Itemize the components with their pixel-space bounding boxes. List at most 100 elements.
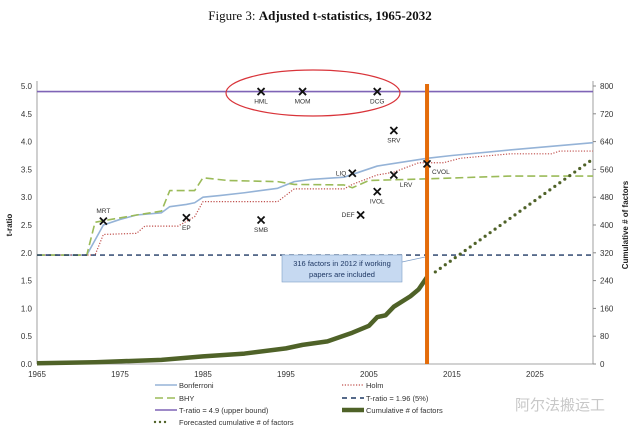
x-tick-label: 2005 bbox=[360, 370, 378, 379]
factor-label: MRT bbox=[96, 208, 110, 215]
factor-marker bbox=[256, 215, 266, 225]
forecast-point bbox=[473, 241, 477, 245]
forecast-point bbox=[468, 245, 472, 249]
factor-label: LRV bbox=[400, 182, 413, 189]
forecast-point bbox=[553, 184, 557, 188]
factor-marker bbox=[348, 169, 357, 178]
forecast-point bbox=[463, 248, 467, 253]
forecast-point bbox=[568, 174, 572, 178]
series-cumulative-of-factors bbox=[36, 275, 429, 366]
factor-marker bbox=[389, 170, 398, 180]
legend-label: Bonferroni bbox=[179, 381, 214, 390]
factor-marker bbox=[356, 210, 365, 220]
forecast-point bbox=[573, 170, 577, 174]
legend-label: Forecasted cumulative # of factors bbox=[179, 418, 294, 427]
y2-tick-label: 800 bbox=[600, 82, 614, 91]
factor-label: SRV bbox=[387, 137, 401, 144]
highlight-ellipse bbox=[225, 69, 401, 117]
factor-label: DCG bbox=[370, 99, 384, 106]
x-tick-label: 1965 bbox=[28, 370, 46, 379]
x-tick-label: 2025 bbox=[526, 370, 544, 379]
y-tick-label: 4.5 bbox=[21, 110, 33, 119]
forecast-point bbox=[528, 202, 532, 206]
forecast-point bbox=[433, 270, 437, 274]
y-tick-label: 2.5 bbox=[21, 221, 33, 230]
legend-swatch bbox=[163, 420, 167, 424]
forecast-point bbox=[523, 206, 527, 210]
annotation-line1: 316 factors in 2012 if working bbox=[293, 259, 391, 268]
factor-marker bbox=[99, 216, 108, 226]
factor-marker bbox=[256, 87, 266, 96]
forecast-point bbox=[518, 209, 522, 213]
y-axis-label: t-ratio bbox=[5, 214, 14, 237]
y-tick-label: 0.5 bbox=[21, 332, 33, 341]
legend-label: Cumulative # of factors bbox=[366, 406, 443, 415]
factor-marker bbox=[373, 87, 382, 96]
factor-label: MOM bbox=[295, 99, 311, 106]
y-tick-label: 5.0 bbox=[21, 82, 33, 91]
x-tick-label: 1975 bbox=[111, 370, 129, 379]
factor-label: EP bbox=[182, 225, 191, 232]
forecast-point bbox=[558, 181, 562, 185]
forecast-point bbox=[578, 166, 582, 171]
forecast-point bbox=[488, 231, 492, 235]
series-bonferroni bbox=[37, 141, 594, 256]
forecast-point bbox=[483, 234, 487, 238]
y2-tick-label: 0 bbox=[600, 360, 605, 369]
y2-tick-label: 560 bbox=[600, 165, 614, 174]
factor-label: IVOL bbox=[370, 199, 385, 206]
y-tick-label: 0.0 bbox=[21, 360, 33, 369]
factor-label: LIQ bbox=[336, 170, 346, 177]
forecast-point bbox=[493, 227, 497, 231]
factor-marker bbox=[298, 87, 307, 96]
factor-marker bbox=[373, 187, 382, 196]
factor-marker bbox=[389, 126, 398, 135]
forecast-point bbox=[538, 195, 542, 199]
legend-label: BHY bbox=[179, 394, 194, 403]
factor-marker bbox=[182, 213, 191, 222]
y2-axis-label: Cumulative # of factors bbox=[621, 180, 630, 269]
forecast-point bbox=[443, 263, 447, 267]
annotation-pointer bbox=[401, 256, 426, 263]
forecast-point bbox=[513, 213, 517, 217]
forecast-point bbox=[543, 191, 547, 196]
forecast-point bbox=[503, 220, 507, 224]
forecast-point bbox=[588, 159, 592, 163]
legend-label: Holm bbox=[366, 381, 384, 390]
legend-label: T-ratio = 4.9 (upper bound) bbox=[179, 406, 269, 415]
factor-label: SMB bbox=[254, 227, 268, 234]
y2-tick-label: 80 bbox=[600, 332, 609, 341]
factor-marker bbox=[422, 159, 432, 168]
x-tick-label: 1995 bbox=[277, 370, 295, 379]
figure-title: Figure 3: Adjusted t-statistics, 1965-20… bbox=[208, 8, 432, 23]
y-tick-label: 4.0 bbox=[21, 138, 33, 147]
y2-tick-label: 720 bbox=[600, 110, 614, 119]
y2-tick-label: 640 bbox=[600, 138, 614, 147]
forecast-point bbox=[478, 238, 482, 242]
forecast-point bbox=[583, 163, 587, 167]
annotation-box bbox=[281, 254, 403, 283]
y-tick-label: 1.5 bbox=[21, 277, 33, 286]
legend-swatch bbox=[158, 420, 162, 424]
watermark: 阿尔法搬运工 bbox=[515, 397, 605, 414]
y2-tick-label: 320 bbox=[600, 249, 614, 258]
y-tick-label: 3.0 bbox=[21, 193, 33, 202]
factor-label: DEF bbox=[342, 212, 355, 219]
forecast-point bbox=[508, 216, 512, 221]
annotation-line2: papers are included bbox=[309, 270, 375, 279]
y-tick-label: 3.5 bbox=[21, 165, 33, 174]
legend-label: T-ratio = 1.96 (5%) bbox=[366, 394, 429, 403]
forecast-point bbox=[453, 256, 457, 260]
forecast-point bbox=[438, 266, 442, 270]
series-bhy bbox=[37, 175, 593, 256]
x-tick-label: 1985 bbox=[194, 370, 212, 379]
x-tick-label: 2015 bbox=[443, 370, 461, 379]
y2-tick-label: 160 bbox=[600, 304, 614, 313]
forecast-point bbox=[548, 188, 552, 192]
factor-label: HML bbox=[254, 99, 268, 106]
series-holm bbox=[37, 150, 593, 256]
y2-tick-label: 480 bbox=[600, 193, 614, 202]
y2-tick-label: 240 bbox=[600, 277, 614, 286]
y-tick-label: 2.0 bbox=[21, 249, 33, 258]
